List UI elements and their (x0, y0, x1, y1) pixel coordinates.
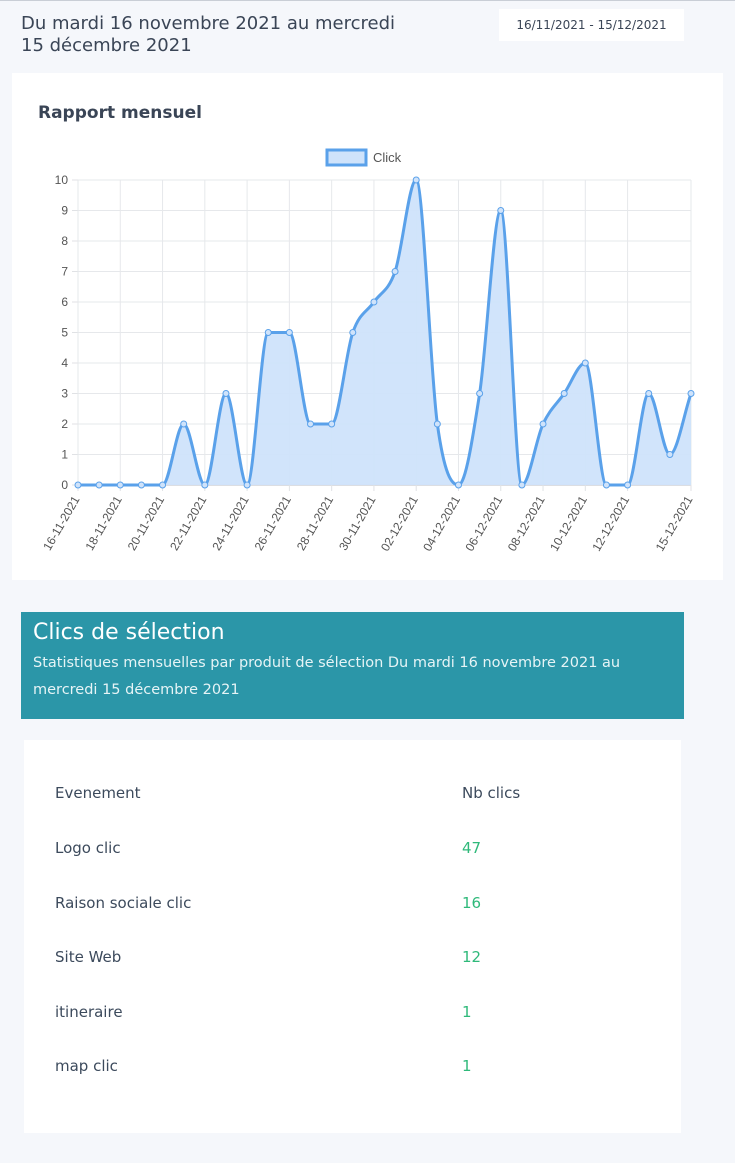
data-point (518, 481, 526, 489)
chart-title: Rapport mensuel (38, 103, 202, 123)
data-point (476, 390, 484, 397)
clicks-table: Evenement Nb clics Logo clic 47 Raison s… (24, 740, 681, 1133)
selection-banner: Clics de sélection Statistiques mensuell… (21, 612, 684, 719)
x-tick-label: 04-12-2021 (420, 493, 463, 553)
data-point (159, 481, 167, 489)
x-tick-label: 15-12-2021 (653, 493, 696, 553)
event-name: Site Web (55, 948, 122, 966)
y-tick-label: 6 (61, 295, 68, 309)
x-tick-label: 22-11-2021 (167, 493, 210, 553)
page-title: Du mardi 16 novembre 2021 au mercredi 15… (21, 13, 396, 56)
data-point (624, 481, 632, 489)
x-tick-label: 12-12-2021 (589, 493, 632, 553)
column-header-event: Evenement (55, 784, 141, 802)
data-point (391, 268, 399, 275)
data-point (116, 481, 124, 489)
data-point (433, 420, 441, 428)
x-tick-label: 06-12-2021 (463, 493, 506, 553)
x-tick-label: 08-12-2021 (505, 493, 548, 553)
y-tick-label: 2 (61, 417, 68, 431)
x-tick-label: 30-11-2021 (336, 493, 379, 553)
data-point (497, 207, 505, 214)
data-point (412, 176, 420, 184)
data-point (666, 451, 674, 458)
event-name: Raison sociale clic (55, 894, 192, 912)
data-point (581, 359, 589, 367)
data-point (370, 298, 378, 306)
y-tick-label: 9 (61, 204, 68, 218)
data-point (539, 420, 547, 428)
data-point (243, 481, 251, 489)
y-tick-label: 8 (61, 234, 68, 248)
data-point (645, 390, 653, 397)
x-tick-label: 18-11-2021 (82, 493, 125, 553)
x-tick-label: 10-12-2021 (547, 493, 590, 553)
column-header-clicks: Nb clics (462, 784, 521, 802)
data-point (560, 390, 568, 397)
y-tick-label: 4 (61, 356, 68, 370)
click-count: 12 (462, 948, 482, 966)
data-point (264, 329, 272, 336)
click-count: 16 (462, 894, 482, 912)
data-point (687, 390, 695, 397)
x-tick-label: 28-11-2021 (294, 493, 337, 553)
top-border (0, 0, 735, 1)
y-tick-label: 10 (55, 173, 69, 187)
x-tick-label: 20-11-2021 (125, 493, 168, 553)
data-point (349, 329, 357, 336)
data-point (602, 481, 610, 489)
data-point (285, 329, 293, 336)
event-name: Logo clic (55, 839, 121, 857)
data-point (74, 481, 82, 489)
date-range-picker[interactable]: 16/11/2021 - 15/12/2021 (499, 9, 684, 41)
click-count: 1 (462, 1057, 472, 1075)
data-point (201, 481, 209, 489)
monthly-report-card: Rapport mensuel 0 1 2 3 4 5 6 7 8 9 10 16-11-2021 18… (12, 73, 723, 580)
click-count: 47 (462, 839, 482, 857)
x-tick-label: 02-12-2021 (378, 493, 421, 553)
selection-subtitle: Statistiques mensuelles par produit de s… (33, 655, 621, 698)
selection-title: Clics de sélection (33, 620, 225, 645)
data-point (180, 420, 188, 428)
x-tick-label: 26-11-2021 (252, 493, 295, 553)
event-name: map clic (55, 1057, 118, 1075)
data-point (222, 390, 230, 397)
data-point (307, 420, 315, 428)
click-count: 1 (462, 1003, 472, 1021)
data-point (454, 481, 462, 489)
data-point (95, 481, 103, 489)
y-tick-label: 3 (61, 387, 68, 401)
y-tick-label: 7 (61, 265, 68, 279)
data-point (328, 420, 336, 428)
x-tick-label: 16-11-2021 (40, 493, 83, 553)
legend-label-click: Click (373, 150, 402, 165)
y-tick-label: 1 (61, 448, 68, 462)
x-tick-label: 24-11-2021 (209, 493, 252, 553)
clicks-chart: 0 1 2 3 4 5 6 7 8 9 10 16-11-2021 18-11-2021 20-11-20… (40, 148, 696, 554)
data-point (137, 481, 145, 489)
legend-swatch-click (325, 148, 368, 167)
event-name: itineraire (55, 1003, 123, 1021)
y-tick-label: 5 (61, 326, 68, 340)
y-tick-label: 0 (61, 478, 68, 492)
